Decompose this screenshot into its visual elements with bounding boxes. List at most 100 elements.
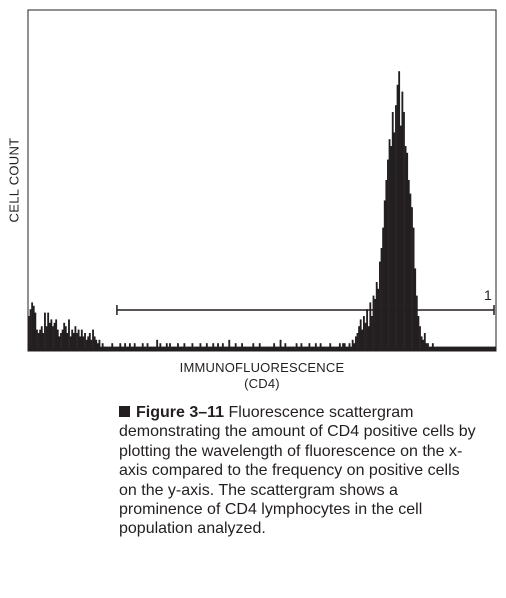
histogram-bar [346, 346, 349, 350]
histogram-bar [366, 309, 369, 350]
histogram-bar [297, 346, 300, 350]
histogram-bar [276, 346, 279, 350]
histogram-bar [290, 346, 293, 350]
histogram-bar [329, 343, 332, 350]
histogram-bar [140, 346, 143, 350]
gate-label: 1 [484, 287, 492, 303]
histogram-bar [459, 346, 461, 350]
histogram-bar [470, 346, 473, 350]
histogram-bar [183, 343, 186, 350]
histogram-bar [494, 346, 497, 350]
histogram-bar [136, 346, 139, 350]
histogram-bar [175, 346, 178, 350]
histogram-bar [412, 227, 415, 350]
histogram-bar [61, 329, 64, 350]
histogram-bar [441, 346, 444, 350]
histogram-bar [177, 343, 179, 350]
histogram-bar [157, 346, 160, 350]
histogram-bar [80, 329, 83, 350]
histogram-bar [101, 343, 104, 350]
histogram-bar [108, 346, 110, 350]
histogram-bar [324, 346, 327, 350]
histogram-bar [332, 346, 335, 350]
histogram-bar [28, 316, 30, 350]
histogram-bar [351, 339, 354, 350]
histogram-bar [319, 343, 322, 350]
histogram-bar [103, 346, 106, 350]
histogram-bar [465, 346, 468, 350]
histogram-bar [308, 343, 311, 350]
histogram-bar [229, 346, 232, 350]
histogram-bar [289, 346, 292, 350]
histogram-bar [380, 248, 383, 350]
histogram-bar [266, 346, 269, 350]
histogram-bar [153, 346, 155, 350]
histogram-bar [395, 105, 397, 350]
histogram-bar [48, 322, 51, 350]
histogram-bar [242, 346, 245, 350]
histogram-bar [188, 346, 191, 350]
histogram-bar [274, 346, 277, 350]
histogram-bar [64, 326, 67, 350]
histogram-bar [423, 333, 426, 350]
histogram-bar [492, 346, 495, 350]
x-axis-label: IMMUNOFLUORESCENCE (CD4) [28, 360, 496, 392]
gate-marker: 1 [116, 287, 495, 315]
histogram-bar [326, 346, 328, 350]
histogram-bar [406, 152, 409, 350]
histogram-bar [239, 346, 242, 350]
histogram-bar [449, 346, 452, 350]
histogram-bar [361, 329, 364, 350]
histogram-bar [311, 346, 314, 350]
histogram-bar [133, 343, 136, 350]
histogram-bar [116, 346, 118, 350]
histogram-bar [298, 346, 301, 350]
histogram-bar [457, 346, 460, 350]
histogram-bar [36, 329, 38, 350]
histogram-bar [439, 346, 442, 350]
histogram-bar [244, 346, 247, 350]
histogram-bar [310, 346, 312, 350]
histogram-bar [84, 333, 86, 350]
histogram-bar [487, 346, 490, 350]
histogram-bar [431, 343, 434, 350]
histogram-bar [79, 336, 82, 350]
histogram-bar [372, 295, 375, 350]
histogram-bar [98, 339, 101, 350]
histogram-bar [257, 346, 260, 350]
histogram-bar [63, 322, 66, 350]
histogram-bar [356, 333, 359, 350]
histogram-bar [377, 288, 380, 350]
histogram-bar [475, 346, 478, 350]
histogram-bar [462, 346, 465, 350]
histogram-bar [292, 346, 295, 350]
caption-text: Fluorescence scattergram demonstrating t… [119, 404, 476, 538]
histogram-bar [197, 346, 200, 350]
histogram-bar [250, 346, 253, 350]
histogram-bar [161, 346, 163, 350]
histogram-bar [260, 346, 263, 350]
histogram-bar [199, 343, 202, 350]
histogram-bar [282, 346, 285, 350]
histogram-bar [205, 343, 208, 350]
histogram-bar [96, 343, 99, 350]
histogram-bar [411, 207, 413, 350]
histogram-bar [156, 339, 159, 350]
histogram-bar [263, 346, 266, 350]
figure-number: Figure 3–11 [136, 404, 225, 421]
histogram-bar [391, 112, 394, 350]
histogram-bar [286, 346, 288, 350]
histogram-bar [245, 346, 248, 350]
histogram-bar [125, 346, 128, 350]
histogram-bar [148, 346, 151, 350]
histogram-bar [60, 333, 62, 350]
histogram-bar [209, 346, 211, 350]
histogram-bar [430, 346, 433, 350]
histogram-bar [53, 322, 56, 350]
histogram-bar [109, 346, 112, 350]
histogram-bar [72, 333, 75, 350]
histogram-bar [454, 346, 457, 350]
histogram-bar [393, 132, 396, 350]
histogram-bar [452, 346, 455, 350]
histogram-bar [218, 346, 221, 350]
